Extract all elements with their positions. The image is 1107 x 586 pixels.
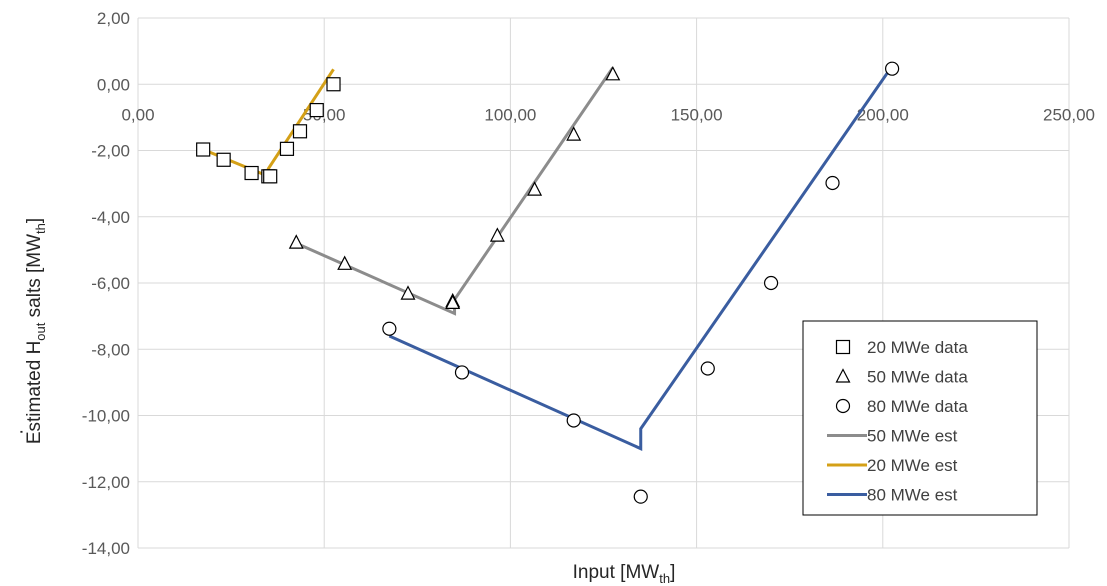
y-tick-label: -14,00 xyxy=(82,539,130,558)
y-tick-label: -10,00 xyxy=(82,407,130,426)
y-tick-label: -12,00 xyxy=(82,473,130,492)
legend-label: 50 MWe data xyxy=(867,368,968,387)
data-point xyxy=(633,489,648,504)
data-point xyxy=(263,169,278,184)
data-point xyxy=(337,255,353,270)
legend-label: 80 MWe est xyxy=(867,486,958,505)
data-point xyxy=(445,294,461,309)
data-point xyxy=(700,361,715,376)
legend: 20 MWe data 50 MWe data 80 MWe data 50 MWe … xyxy=(802,320,1038,516)
y-tick-label: -2,00 xyxy=(91,142,130,161)
series-markers-0 xyxy=(196,77,341,184)
legend-marker-swatch xyxy=(835,339,851,355)
data-point xyxy=(382,321,397,336)
legend-label: 50 MWe est xyxy=(867,427,958,446)
data-point xyxy=(454,365,470,380)
y-tick-label: -4,00 xyxy=(91,208,130,227)
legend-label: 80 MWe data xyxy=(867,397,968,416)
y-tick-label: -6,00 xyxy=(91,274,130,293)
x-tick-label: 250,00 xyxy=(1043,105,1095,124)
data-point xyxy=(825,175,840,191)
data-point xyxy=(566,413,581,428)
data-point xyxy=(885,61,900,76)
data-point xyxy=(196,142,211,157)
legend-label: 20 MWe data xyxy=(867,338,968,357)
data-point xyxy=(763,275,779,291)
x-tick-label: 150,00 xyxy=(671,105,723,124)
h-dot-accent: · xyxy=(11,429,32,435)
x-tick-label: 200,00 xyxy=(857,105,909,124)
series-markers-2 xyxy=(382,61,900,504)
data-point xyxy=(309,102,324,118)
data-point xyxy=(292,124,308,139)
y-tick-label: -8,00 xyxy=(91,340,130,359)
data-point xyxy=(566,126,582,141)
series-line-5 xyxy=(388,65,894,451)
y-axis-ticks: 2,00 0,00 -2,00 -4,00 -6,00 -8,00 -10,00 -12,00… xyxy=(82,9,130,558)
data-point xyxy=(527,181,543,196)
data-point xyxy=(216,152,231,167)
legend-marker-swatch xyxy=(835,368,851,383)
y-tick-label: 2,00 xyxy=(97,9,130,28)
data-markers xyxy=(196,61,900,504)
y-axis-title: Estimated Hout salts [MWth] · xyxy=(11,218,48,444)
legend-label: 20 MWe est xyxy=(867,456,958,475)
x-axis-title: Input [MWth] xyxy=(573,562,676,586)
legend-marker-swatch xyxy=(835,398,851,414)
x-tick-label: 100,00 xyxy=(484,105,536,124)
y-tick-label: 0,00 xyxy=(97,75,130,94)
data-point xyxy=(244,165,259,181)
data-point xyxy=(288,234,304,249)
data-point xyxy=(326,77,341,92)
svg-text:Estimated Hout salts [MWth]: Estimated Hout salts [MWth] xyxy=(24,218,48,444)
series-markers-1 xyxy=(288,66,621,309)
x-tick-label: 0,00 xyxy=(121,105,154,124)
data-point xyxy=(489,227,505,242)
data-point xyxy=(400,285,416,300)
data-point xyxy=(605,66,621,81)
x-axis-ticks: 0,00 50,00 100,00 150,00 200,00 250,00 xyxy=(121,105,1095,124)
data-point xyxy=(279,141,295,156)
